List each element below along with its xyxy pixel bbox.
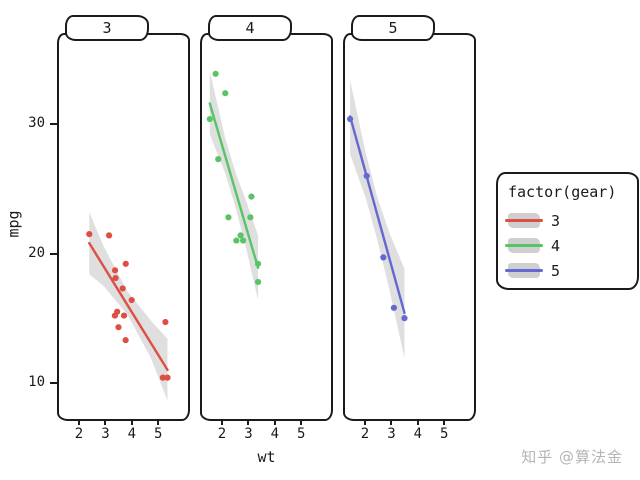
data-point xyxy=(159,374,166,381)
facet-strip-label: 5 xyxy=(388,19,398,37)
trend-line xyxy=(88,241,169,372)
data-point xyxy=(401,315,408,322)
facet-panel: 3 2 3 4 5 xyxy=(57,15,190,442)
data-point xyxy=(111,267,119,274)
legend: factor(gear) 3 4 5 xyxy=(496,172,639,290)
data-point xyxy=(119,285,126,292)
x-tick-label: 2 xyxy=(217,426,227,442)
x-tick-label: 5 xyxy=(154,426,163,442)
data-point xyxy=(115,324,122,331)
y-tick-mark xyxy=(50,252,57,255)
x-tick-label: 4 xyxy=(413,426,423,442)
data-point xyxy=(112,274,119,282)
data-point xyxy=(122,337,129,344)
data-point xyxy=(215,156,222,163)
x-tick-label: 3 xyxy=(101,426,110,442)
x-tick-label: 5 xyxy=(440,426,449,442)
watermark: 知乎 @算法金 xyxy=(521,448,623,466)
data-point xyxy=(86,231,93,238)
data-point xyxy=(247,214,254,221)
data-point xyxy=(114,308,121,315)
x-tick-label: 4 xyxy=(270,426,280,442)
data-point xyxy=(225,214,232,221)
legend-entry: 3 xyxy=(505,208,627,233)
x-tick-mark xyxy=(443,419,446,425)
data-point xyxy=(212,70,219,77)
data-point xyxy=(380,254,387,261)
y-tick-label: 20 xyxy=(28,244,45,261)
legend-line-icon xyxy=(505,244,543,247)
legend-line-icon xyxy=(505,269,543,272)
legend-key-icon xyxy=(505,238,543,253)
facet-plot-area xyxy=(206,70,262,301)
data-point xyxy=(233,237,240,244)
y-tick-mark xyxy=(50,381,57,384)
x-axis-label: wt xyxy=(257,448,276,466)
y-axis: 10 20 30 xyxy=(0,33,57,421)
data-point xyxy=(347,115,354,123)
data-point xyxy=(363,172,370,180)
facet-panel: 5 2 3 4 5 xyxy=(343,15,476,442)
data-point xyxy=(122,260,129,267)
legend-entry-label: 5 xyxy=(551,261,561,280)
x-tick-label: 4 xyxy=(127,426,137,442)
facet-strip-label: 3 xyxy=(102,19,112,37)
legend-line-icon xyxy=(505,219,543,222)
legend-title: factor(gear) xyxy=(508,183,617,201)
legend-key-icon xyxy=(505,263,543,278)
data-point xyxy=(390,304,398,311)
x-tick-mark xyxy=(77,419,80,425)
x-tick-mark xyxy=(130,419,133,425)
x-tick-mark xyxy=(300,419,303,425)
legend-key-icon xyxy=(505,213,543,228)
facet-strip-label: 4 xyxy=(245,19,255,37)
facet-strip: 4 xyxy=(208,15,292,41)
x-tick-mark xyxy=(416,419,419,425)
y-tick-label: 30 xyxy=(28,115,45,132)
facet-strip: 3 xyxy=(65,15,149,41)
legend-entry-label: 3 xyxy=(551,211,561,230)
legend-entry: 5 xyxy=(505,258,627,283)
data-point xyxy=(254,278,262,286)
data-point xyxy=(128,296,135,304)
data-point xyxy=(120,312,128,319)
facet-panel: 4 2 3 4 5 xyxy=(200,15,333,442)
x-tick-mark xyxy=(220,419,223,425)
y-tick-label: 10 xyxy=(28,373,45,390)
data-point xyxy=(248,193,255,200)
x-tick-label: 2 xyxy=(74,426,84,442)
legend-entry-label: 4 xyxy=(551,236,561,255)
data-point xyxy=(162,318,169,326)
trend-line xyxy=(348,115,406,315)
facet-plot-area xyxy=(86,212,171,401)
x-tick-mark xyxy=(157,419,160,425)
data-point xyxy=(164,374,171,381)
x-tick-mark xyxy=(363,419,366,425)
x-tick-label: 2 xyxy=(360,426,370,442)
y-tick-mark xyxy=(50,123,57,126)
data-point xyxy=(254,260,262,267)
x-tick-label: 5 xyxy=(297,426,306,442)
x-tick-label: 3 xyxy=(387,426,396,442)
confidence-band xyxy=(350,80,405,359)
x-tick-mark xyxy=(104,419,107,425)
trend-line xyxy=(208,102,260,269)
x-tick-mark xyxy=(390,419,393,425)
data-point xyxy=(222,90,229,97)
x-tick-mark xyxy=(273,419,276,425)
facet-plot-area xyxy=(347,80,408,359)
legend-entry: 4 xyxy=(505,233,627,258)
facet-strip: 5 xyxy=(351,15,435,41)
data-point xyxy=(237,232,244,239)
x-tick-mark xyxy=(247,419,250,425)
data-point xyxy=(240,237,247,244)
data-point xyxy=(105,232,113,239)
data-point xyxy=(206,115,213,123)
x-tick-label: 3 xyxy=(244,426,253,442)
